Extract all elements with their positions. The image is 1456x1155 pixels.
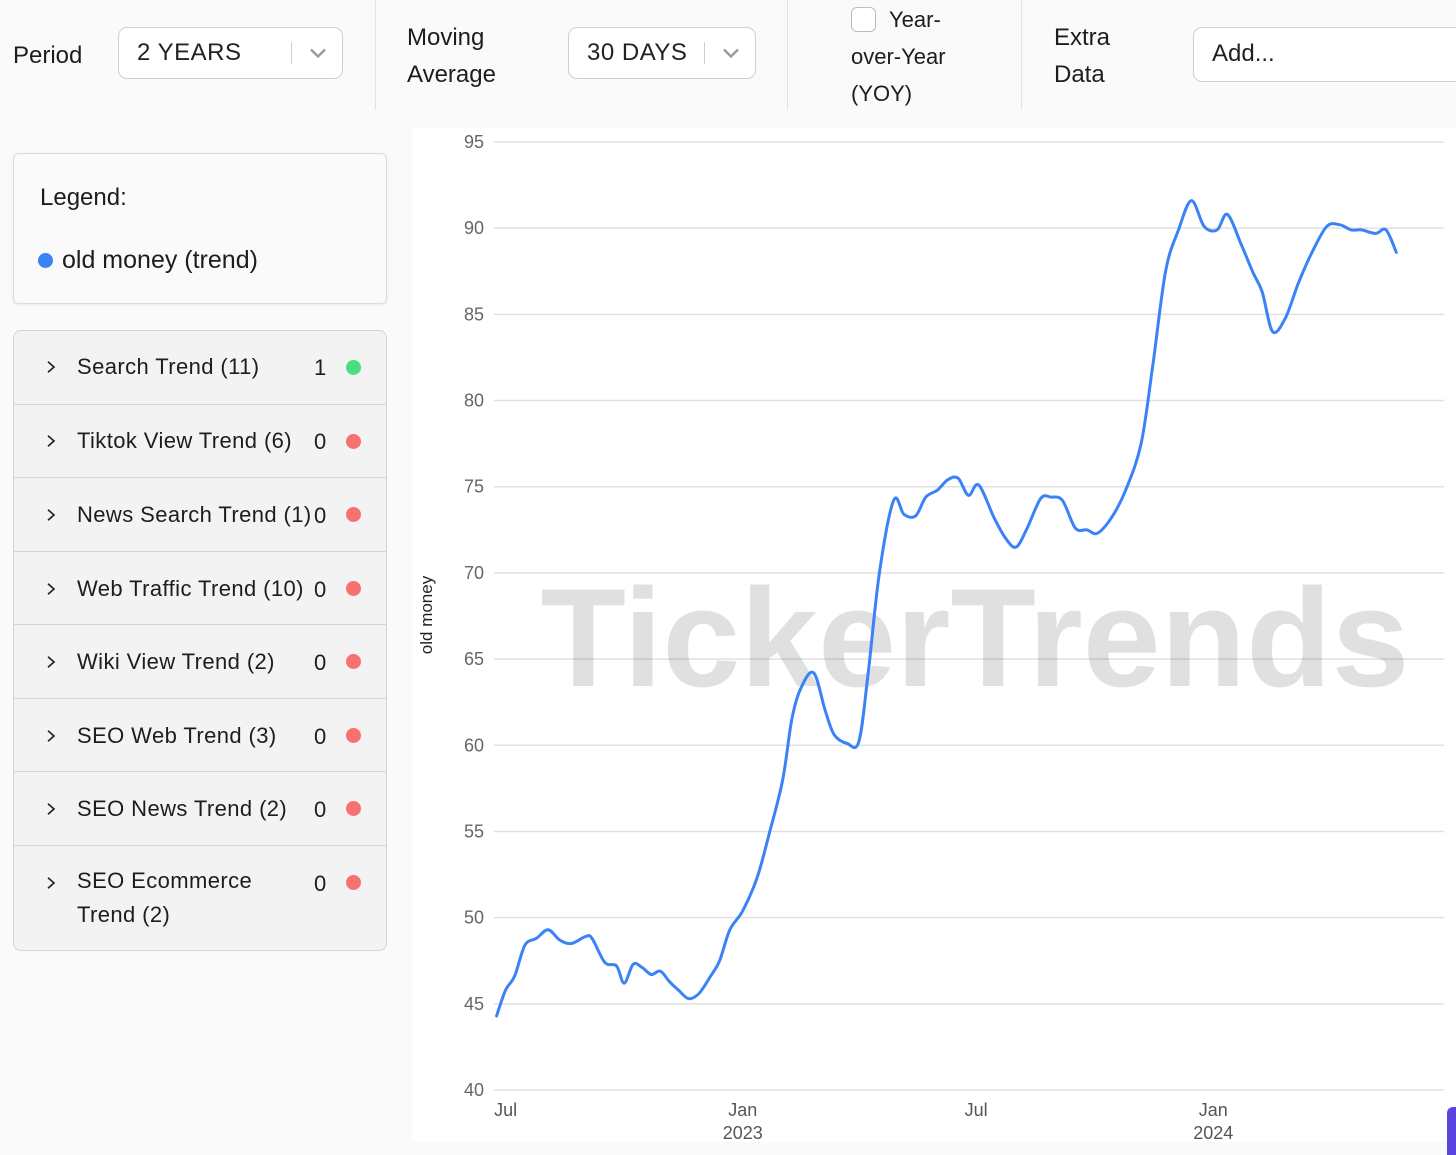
y-tick-label: 80: [464, 391, 484, 411]
chevron-right-icon: [47, 656, 56, 668]
legend-dot: [38, 253, 53, 268]
y-axis-ticks: 40 45 50 55 60 65 70 75 80 85 90 95: [464, 132, 484, 1100]
accordion-item-count: 1: [314, 355, 327, 380]
y-tick-label: 40: [464, 1080, 484, 1100]
status-indicator: [346, 875, 361, 890]
y-axis-label: old money: [417, 575, 436, 654]
chevron-down-icon: [310, 48, 326, 59]
status-indicator: [346, 507, 361, 522]
moving-average-select[interactable]: 30 DAYS: [568, 27, 756, 79]
accordion-item-label: Search Trend (11): [77, 354, 260, 379]
accordion-item-count: 0: [314, 650, 327, 675]
y-tick-label: 85: [464, 304, 484, 324]
accordion-item-count: 0: [314, 429, 327, 454]
accordion-item-count: 0: [314, 503, 327, 528]
legend-card: Legend: old money (trend): [13, 153, 387, 304]
extra-data-label: Extra Data: [1054, 19, 1110, 93]
legend-item[interactable]: old money (trend): [38, 246, 258, 275]
moving-average-label-line1: Moving: [407, 24, 485, 51]
accordion-item-label: Wiki View Trend (2): [77, 649, 275, 674]
toolbar-divider: [787, 0, 788, 110]
yoy-checkbox[interactable]: [851, 7, 876, 32]
period-value: 2 YEARS: [137, 39, 242, 66]
x-tick-label: Jan: [1199, 1100, 1228, 1120]
extra-data-label-line2: Data: [1054, 61, 1105, 88]
period-select[interactable]: 2 YEARS: [118, 27, 343, 79]
moving-average-label: Moving Average: [407, 19, 496, 93]
accordion-item-count: 0: [314, 724, 327, 749]
status-indicator: [346, 801, 361, 816]
y-tick-label: 95: [464, 132, 484, 152]
accordion-item-web-traffic-trend[interactable]: Web Traffic Trend (10) 0: [14, 552, 386, 625]
yoy-label-line1: Year-: [889, 7, 941, 32]
accordion-item-count: 0: [314, 871, 327, 896]
period-label: Period: [13, 42, 83, 69]
accordion-item-label: News Search Trend (1): [77, 502, 312, 527]
toolbar-divider: [1021, 0, 1022, 110]
chevron-down-icon: [723, 48, 739, 59]
chevron-right-icon: [47, 583, 56, 595]
filter-toolbar: Period 2 YEARS Moving Average 30 DAYS Ye…: [0, 0, 1456, 112]
y-tick-label: 90: [464, 218, 484, 238]
floating-action-button[interactable]: [1447, 1107, 1456, 1155]
status-indicator: [346, 360, 361, 375]
accordion-item-label: Tiktok View Trend (6): [77, 428, 293, 453]
y-tick-label: 45: [464, 994, 484, 1014]
extra-data-label-line1: Extra: [1054, 24, 1111, 51]
chevron-right-icon: [47, 509, 56, 521]
status-indicator: [346, 654, 361, 669]
chevron-right-icon: [47, 877, 56, 889]
chart-panel: TickerTrends 40 45 50 55 60 65 70 75 80 85 90 95 Ju…: [412, 128, 1456, 1143]
extra-data-input[interactable]: Add...: [1193, 27, 1456, 82]
x-tick-label: Jul: [494, 1100, 517, 1120]
accordion-item-count: 0: [314, 797, 327, 822]
accordion-item-search-trend[interactable]: Search Trend (11) 1: [14, 331, 386, 405]
y-tick-label: 55: [464, 821, 484, 841]
chevron-right-icon: [47, 803, 56, 815]
y-tick-label: 65: [464, 649, 484, 669]
yoy-label: Year- over-Year (YOY): [851, 1, 991, 112]
x-tick-year-label: 2024: [1193, 1123, 1233, 1142]
legend-item-label: old money (trend): [62, 246, 258, 274]
accordion-item-label: SEO Ecommerce Trend (2): [77, 868, 253, 927]
y-tick-label: 70: [464, 563, 484, 583]
accordion-item-seo-news-trend[interactable]: SEO News Trend (2) 0: [14, 772, 386, 846]
chevron-right-icon: [47, 361, 56, 373]
accordion-item-label: SEO Web Trend (3): [77, 723, 277, 748]
y-tick-label: 50: [464, 908, 484, 928]
chevron-right-icon: [47, 435, 56, 447]
yoy-label-line3: (YOY): [851, 81, 913, 106]
y-tick-label: 60: [464, 735, 484, 755]
accordion-item-label: Web Traffic Trend (10): [77, 576, 304, 601]
line-chart: TickerTrends 40 45 50 55 60 65 70 75 80 85 90 95 Ju…: [417, 132, 1444, 1143]
accordion-item-wiki-view-trend[interactable]: Wiki View Trend (2) 0: [14, 625, 386, 699]
y-tick-label: 75: [464, 477, 484, 497]
series-line-old-money: [495, 199, 1398, 1018]
legend-title: Legend:: [40, 184, 127, 211]
moving-average-label-line2: Average: [407, 61, 496, 88]
watermark: TickerTrends: [541, 559, 1410, 716]
yoy-label-line2: over-Year: [851, 44, 946, 69]
accordion-item-news-search-trend[interactable]: News Search Trend (1) 0: [14, 478, 386, 552]
x-tick-label: Jul: [965, 1100, 988, 1120]
select-separator: [704, 42, 705, 64]
moving-average-value: 30 DAYS: [587, 39, 688, 66]
chevron-right-icon: [47, 730, 56, 742]
x-axis-ticks: Jul Jan 2023 Jul Jan 2024: [494, 1100, 1233, 1143]
status-indicator: [346, 434, 361, 449]
x-tick-year-label: 2023: [723, 1123, 763, 1142]
accordion-item-label: SEO News Trend (2): [77, 796, 288, 821]
accordion-item-tiktok-view-trend[interactable]: Tiktok View Trend (6) 0: [14, 405, 386, 478]
accordion-item-seo-ecommerce-trend[interactable]: SEO Ecommerce Trend (2) 0: [14, 846, 386, 950]
trend-groups-accordion: Search Trend (11) 1 Tiktok View Trend (6…: [13, 330, 387, 951]
status-indicator: [346, 728, 361, 743]
select-separator: [291, 42, 292, 64]
status-indicator: [346, 581, 361, 596]
accordion-item-count: 0: [314, 577, 327, 602]
chart-grid: [494, 141, 1444, 1091]
x-tick-label: Jan: [728, 1100, 757, 1120]
toolbar-divider: [375, 0, 376, 110]
accordion-item-seo-web-trend[interactable]: SEO Web Trend (3) 0: [14, 699, 386, 772]
